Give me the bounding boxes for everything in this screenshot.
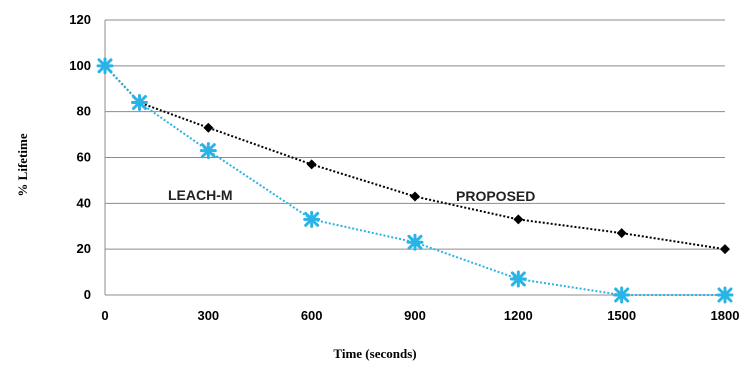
y-tick-label: 60 [77,150,91,165]
y-tick-label: 100 [69,58,91,73]
series-label-leach-m: LEACH-M [168,187,233,203]
x-tick-label: 300 [197,308,219,323]
x-tick-label: 1200 [504,308,533,323]
x-tick-label: 1800 [711,308,740,323]
x-tick-label: 1500 [607,308,636,323]
data-point-proposed [306,159,317,170]
y-tick-label: 120 [69,12,91,27]
data-point-leach-m [199,142,217,160]
data-point-leach-m [130,94,148,111]
data-point-proposed [513,214,524,225]
x-tick-label: 600 [301,308,323,323]
y-tick-label: 40 [77,195,91,210]
data-point-leach-m [509,270,527,288]
data-point-leach-m [716,286,734,304]
series-line-leach-m [104,65,725,296]
data-point-proposed [410,191,420,202]
y-axis-title: % Lifetime [15,133,30,196]
y-tick-label: 80 [77,104,91,119]
y-tick-label: 0 [84,287,91,302]
data-point-leach-m [613,286,631,304]
x-tick-label: 0 [101,308,108,323]
x-axis-title: Time (seconds) [333,346,416,361]
series-lines [104,65,726,296]
gridlines [105,19,725,250]
series-label-proposed: PROPOSED [456,188,535,204]
series-labels: LEACH-M PROPOSED [168,187,535,204]
data-point-proposed [720,244,730,255]
x-tick-label: 900 [404,308,426,323]
data-point-leach-m [303,210,321,228]
y-tick-label: 20 [77,241,91,256]
data-point-proposed [203,122,214,133]
data-point-proposed [616,228,627,239]
series-markers [96,57,734,304]
data-point-leach-m [96,57,114,75]
data-point-leach-m [406,233,424,251]
